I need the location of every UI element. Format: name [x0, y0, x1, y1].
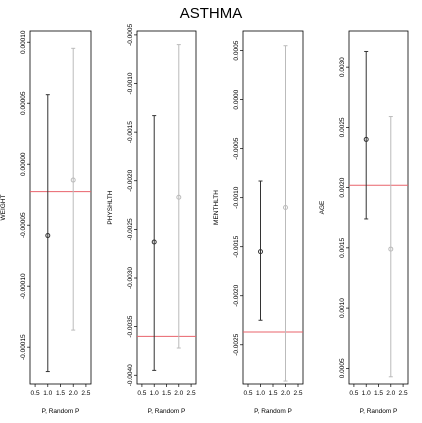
chart-panel-3: 0.5 1.0 1.5 2.0 2.5 -0.0025 -0.0020 -0.0015 -0.0… [213, 30, 304, 415]
estimate-point [176, 194, 182, 200]
y-tick-label: 0.00010 [20, 30, 27, 54]
y-tick-label: 0.0005 [233, 40, 240, 60]
x-axis-title: P, Random P [254, 408, 292, 415]
x-tick-label: 2.0 [69, 390, 78, 397]
x-axis-title: P, Random P [42, 408, 80, 415]
x-tick-label: 0.5 [243, 390, 252, 397]
y-tick-label: 0.0010 [339, 298, 346, 318]
estimate-point [363, 136, 369, 142]
x-tick-label: 2.5 [187, 390, 196, 397]
chart-panel-1: 0.5 1.0 1.5 2.0 2.5 -0.00015 -0.00010 -0.00005 0… [0, 30, 92, 415]
x-axis-title: P, Random P [360, 408, 398, 415]
panels: 0.5 1.0 1.5 2.0 2.5-0.00015-0.00010-0.000050… [0, 23, 409, 415]
x-tick-label: 2.5 [293, 390, 302, 397]
x-tick-label: 2.5 [81, 390, 90, 397]
y-axis-title: AGE [319, 200, 326, 214]
y-tick-label: -0.00005 [20, 212, 27, 238]
plot-frame [242, 30, 304, 385]
y-tick-label: -0.0020 [233, 284, 240, 306]
y-tick-label: 0.00000 [20, 152, 27, 176]
estimate-point [70, 177, 76, 183]
y-tick-label: -0.0005 [233, 137, 240, 159]
x-tick-label: 1.5 [162, 390, 171, 397]
y-tick-label: -0.0030 [127, 267, 134, 289]
y-tick-label: -0.0005 [127, 23, 134, 45]
y-tick-label: -0.00010 [20, 273, 27, 299]
plot-frame [136, 30, 197, 385]
plot-frame [348, 30, 409, 385]
x-tick-label: 1.0 [150, 390, 159, 397]
y-tick-label: -0.0010 [127, 72, 134, 94]
x-tick-label: 2.5 [399, 390, 408, 397]
x-tick-label: 1.0 [256, 390, 265, 397]
chart-panel-4: 0.5 1.0 1.5 2.0 2.5 0.0005 0.0010 0.0015 0.0020 0… [319, 30, 409, 415]
x-tick-label: 0.5 [31, 390, 40, 397]
estimate-point [151, 239, 157, 245]
estimate-point [258, 249, 263, 255]
x-tick-label: 2.0 [281, 390, 290, 397]
y-tick-label: 0.0000 [233, 89, 240, 109]
y-tick-label: -0.0015 [233, 235, 240, 257]
y-axis-title: WEIGHT [0, 194, 7, 220]
y-tick-label: -0.0020 [127, 169, 134, 191]
x-tick-label: 1.5 [56, 390, 65, 397]
y-tick-label: 0.0015 [339, 238, 346, 258]
y-tick-label: -0.0025 [127, 218, 134, 240]
x-tick-label: 1.5 [268, 390, 277, 397]
y-tick-label: 0.0020 [339, 177, 346, 197]
y-tick-label: 0.0030 [339, 57, 346, 77]
plot-frame [29, 30, 92, 385]
y-axis-title: MENTHLTH [213, 190, 220, 225]
x-tick-label: 1.0 [362, 390, 371, 397]
chart-panel-2: 0.5 1.0 1.5 2.0 2.5 -0.0040 -0.0035 -0.0030 -0.0… [107, 23, 197, 415]
y-tick-label: 0.00005 [20, 91, 27, 115]
figure-title: ASTHMA [180, 5, 243, 22]
y-tick-label: -0.00015 [20, 334, 27, 360]
x-tick-label: 0.5 [349, 390, 358, 397]
y-tick-label: -0.0035 [127, 315, 134, 337]
y-tick-label: -0.0015 [127, 121, 134, 143]
y-tick-label: 0.0005 [339, 358, 346, 378]
x-tick-label: 1.0 [43, 390, 52, 397]
estimate-point [283, 205, 288, 210]
y-tick-label: 0.0025 [339, 117, 346, 137]
y-tick-label: -0.0025 [233, 333, 240, 355]
y-tick-label: -0.0010 [233, 186, 240, 208]
x-axis-title: P, Random P [148, 408, 186, 415]
estimate-point [45, 233, 51, 239]
y-axis-title: PHYSHLTH [107, 190, 114, 224]
x-tick-label: 2.0 [386, 390, 395, 397]
estimate-point [388, 246, 394, 252]
x-tick-label: 0.5 [137, 390, 146, 397]
x-tick-label: 1.5 [374, 390, 383, 397]
x-tick-label: 2.0 [174, 390, 183, 397]
y-tick-label: -0.0040 [127, 364, 134, 386]
